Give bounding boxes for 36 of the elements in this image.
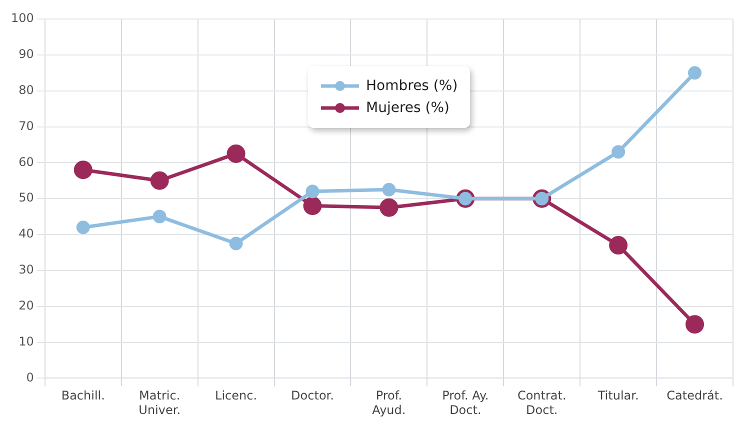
point xyxy=(380,198,398,217)
point xyxy=(226,144,246,163)
y-tick-label: 70 xyxy=(18,118,34,133)
y-tick-label: 80 xyxy=(18,82,34,97)
x-tick-label: Doctor. xyxy=(291,388,334,403)
point xyxy=(150,171,169,190)
x-tick-label: Prof. Ayud. xyxy=(372,388,406,417)
point xyxy=(609,236,628,255)
point xyxy=(382,182,396,196)
y-tick-label: 0 xyxy=(26,370,34,384)
y-tick-label: 40 xyxy=(18,226,34,241)
y-tick-label: 50 xyxy=(18,190,34,205)
legend-label: Mujeres (%) xyxy=(366,100,450,116)
y-tick-label: 60 xyxy=(18,154,34,169)
point xyxy=(306,184,320,198)
point xyxy=(688,66,702,80)
x-tick-label: Matric. Univer. xyxy=(138,388,181,417)
point xyxy=(303,196,322,216)
point xyxy=(686,315,704,334)
point xyxy=(76,220,90,234)
x-tick-label: Licenc. xyxy=(215,388,258,403)
x-tick-label: Bachill. xyxy=(61,388,105,403)
y-tick-label: 10 xyxy=(18,334,34,348)
point xyxy=(152,210,166,224)
point xyxy=(74,160,92,180)
y-tick-label: 30 xyxy=(18,262,34,277)
y-tick-label: 20 xyxy=(18,298,34,312)
point xyxy=(612,145,626,159)
x-tick-label: Catedrát. xyxy=(666,388,723,403)
legend-label: Hombres (%) xyxy=(366,78,458,94)
point xyxy=(229,236,243,250)
y-tick-label: 100 xyxy=(11,11,34,26)
y-tick-label: 90 xyxy=(18,47,34,62)
x-tick-label: Prof. Ay. Doct. xyxy=(442,388,489,417)
x-tick-label: Contrat. Doct. xyxy=(517,388,566,417)
x-tick-label: Titular. xyxy=(596,388,639,403)
